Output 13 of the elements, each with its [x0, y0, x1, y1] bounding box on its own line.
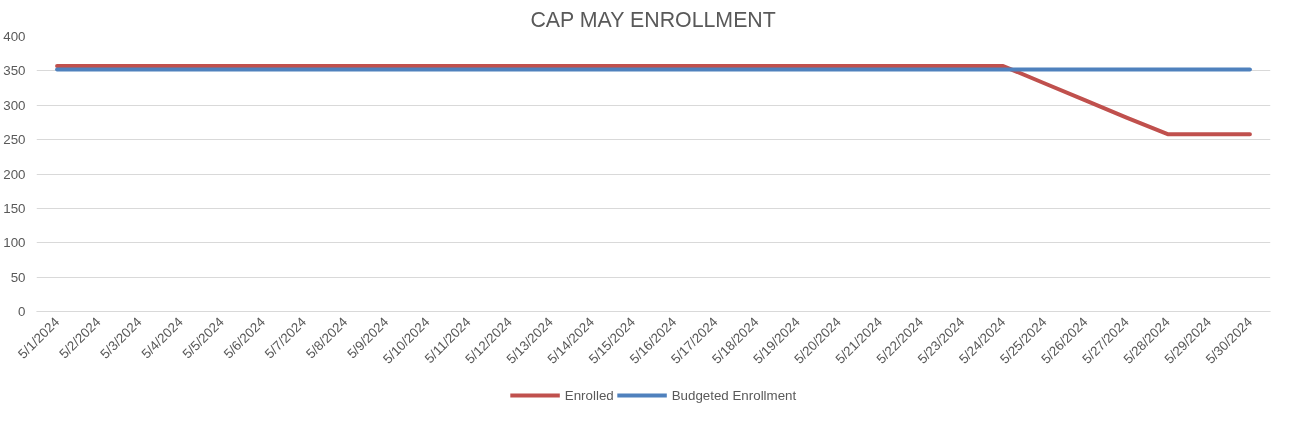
y-tick-label: 150 — [3, 200, 26, 216]
legend-label: Budgeted Enrollment — [671, 387, 797, 403]
legend-label: Enrolled — [564, 387, 614, 403]
y-tick-label: 100 — [3, 235, 26, 251]
line-series — [55, 64, 1252, 137]
y-tick-label: 300 — [3, 97, 26, 113]
y-tick-label: 400 — [3, 29, 26, 44]
y-tick-label: 0 — [18, 304, 26, 319]
y-tick-label: 50 — [10, 269, 26, 285]
chart-title: CAP MAY ENROLLMENT — [530, 7, 776, 32]
y-tick-label: 200 — [3, 166, 26, 182]
y-tick-label: 250 — [3, 132, 26, 148]
y-tick-label: 350 — [3, 63, 26, 79]
